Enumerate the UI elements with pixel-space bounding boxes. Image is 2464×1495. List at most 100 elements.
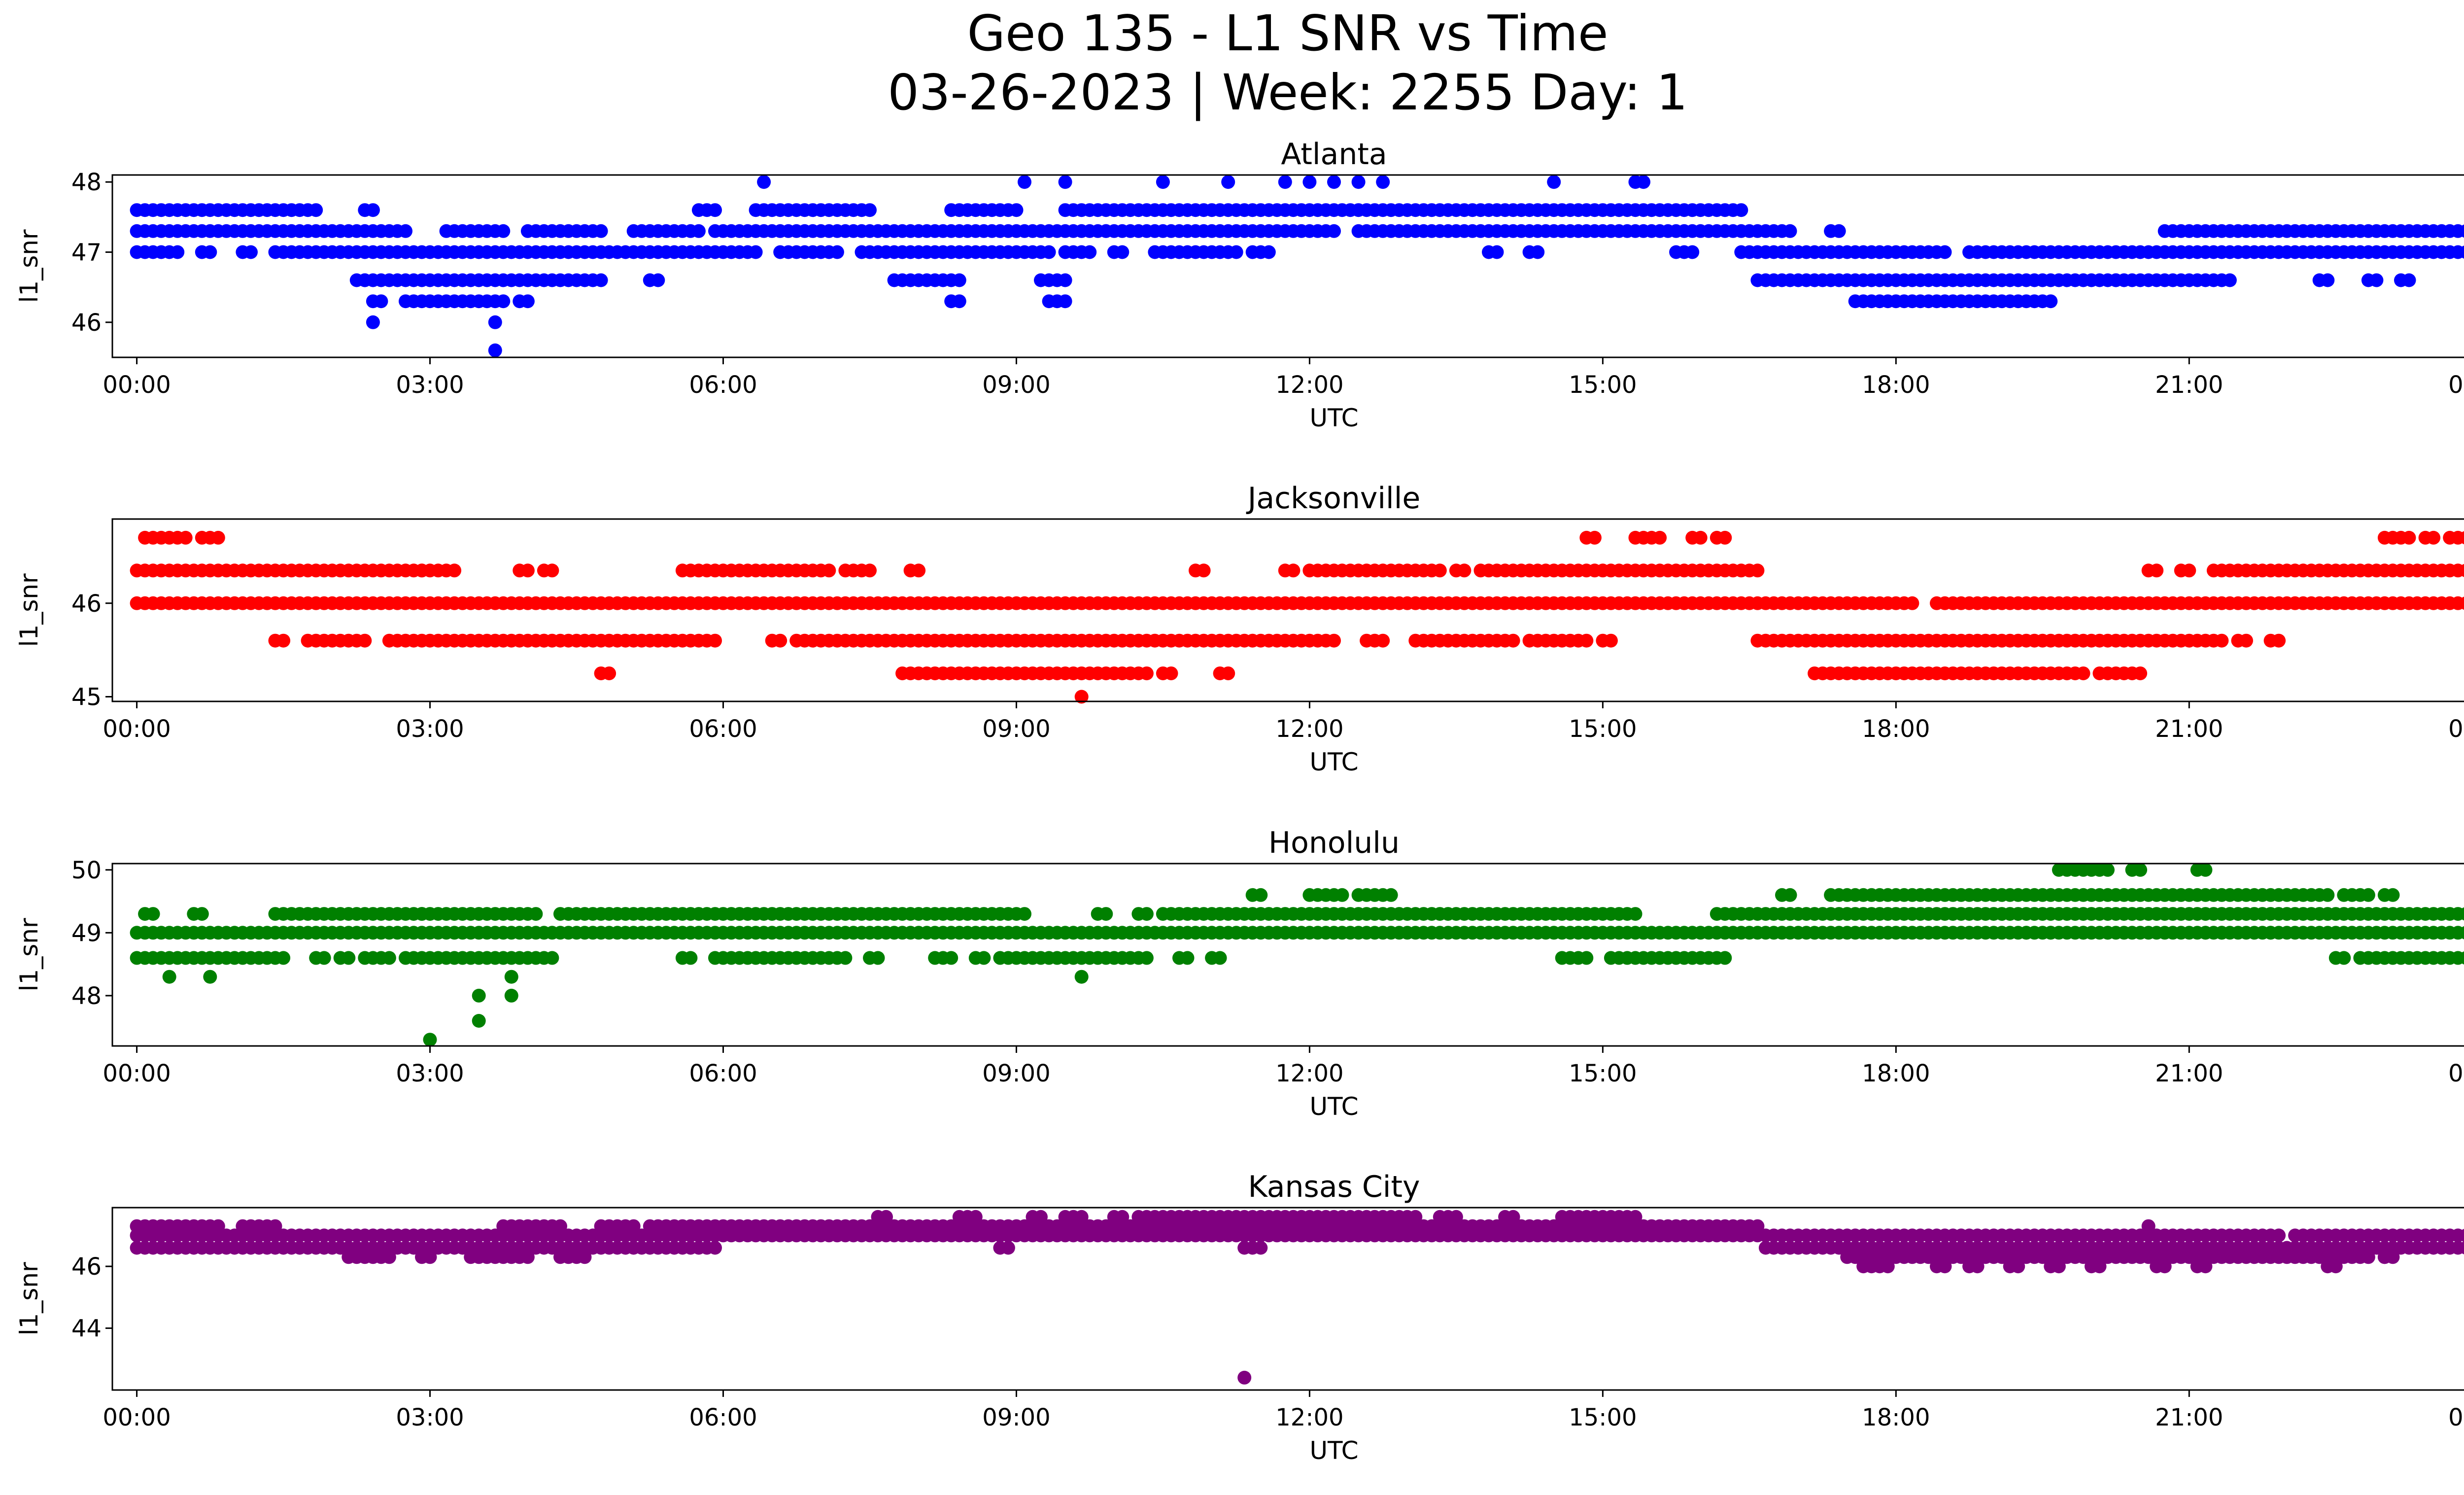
data-point bbox=[1286, 563, 1300, 578]
x-tick-label: 03:00 bbox=[396, 371, 464, 399]
data-point bbox=[203, 245, 217, 259]
data-point bbox=[594, 224, 608, 238]
data-point bbox=[1180, 951, 1195, 965]
data-point bbox=[822, 563, 836, 578]
data-point bbox=[1547, 175, 1561, 189]
data-point bbox=[1783, 888, 1797, 902]
data-points bbox=[130, 863, 2464, 1047]
data-point bbox=[382, 951, 396, 965]
data-point bbox=[1074, 970, 1089, 984]
x-tick-label: 03:00 bbox=[396, 715, 464, 743]
data-point bbox=[2239, 633, 2253, 648]
y-tick-label: 46 bbox=[71, 309, 102, 337]
x-tick-label: 18:00 bbox=[1862, 1060, 1930, 1087]
data-point bbox=[2223, 273, 2237, 287]
data-point bbox=[1490, 245, 1504, 259]
x-tick-label: 00:00 bbox=[2448, 371, 2464, 399]
data-point bbox=[1164, 666, 1178, 681]
data-point bbox=[317, 951, 331, 965]
data-point bbox=[1254, 1241, 1268, 1255]
data-point bbox=[2459, 531, 2464, 545]
data-point bbox=[1327, 633, 1341, 648]
data-point bbox=[2459, 245, 2464, 259]
data-point bbox=[691, 224, 706, 238]
data-point bbox=[423, 1033, 437, 1047]
data-point bbox=[2361, 888, 2375, 902]
data-point bbox=[447, 563, 462, 578]
data-point bbox=[1783, 224, 1797, 238]
data-point bbox=[708, 1241, 722, 1255]
y-tick-label: 47 bbox=[71, 239, 102, 267]
data-point bbox=[423, 1250, 437, 1264]
data-point bbox=[1018, 907, 1031, 921]
data-point bbox=[2133, 863, 2148, 877]
x-tick-label: 21:00 bbox=[2155, 1404, 2223, 1431]
data-point bbox=[545, 951, 559, 965]
data-point bbox=[2427, 530, 2441, 545]
data-point bbox=[1156, 175, 1170, 189]
data-point bbox=[1718, 951, 1732, 965]
x-tick-label: 21:00 bbox=[2155, 371, 2223, 399]
data-point bbox=[2386, 888, 2400, 902]
data-point bbox=[1058, 294, 1072, 309]
data-point bbox=[708, 633, 722, 648]
data-point bbox=[757, 175, 771, 189]
data-points bbox=[130, 175, 2464, 357]
x-tick-label: 12:00 bbox=[1275, 1404, 1343, 1431]
data-point bbox=[1433, 563, 1447, 578]
data-point bbox=[342, 951, 356, 965]
data-point bbox=[2459, 1229, 2464, 1242]
data-point bbox=[1734, 203, 1748, 217]
data-point bbox=[366, 315, 380, 329]
y-axis-label: l1_snr bbox=[15, 229, 43, 303]
data-point bbox=[2133, 666, 2148, 681]
data-point bbox=[358, 633, 372, 648]
subplot-jacksonville: Jacksonville 00:00 03:00 06:00 09:00 12:00 15:… bbox=[15, 481, 2464, 776]
data-point bbox=[1074, 690, 1089, 704]
data-point bbox=[1587, 530, 1602, 545]
x-tick-label: 12:00 bbox=[1275, 1060, 1343, 1087]
data-point bbox=[309, 203, 323, 217]
subplot-honolulu: Honolulu 00:00 03:00 06:00 09:00 12:00 15:00 18… bbox=[15, 826, 2464, 1121]
data-point bbox=[2198, 1259, 2213, 1274]
data-point bbox=[374, 294, 388, 309]
data-point bbox=[773, 633, 787, 648]
x-tick-label: 00:00 bbox=[2448, 1404, 2464, 1431]
y-axis-label: l1_snr bbox=[15, 573, 43, 647]
data-point bbox=[708, 203, 722, 217]
subplot-title: Kansas City bbox=[1248, 1170, 1420, 1204]
data-point bbox=[952, 294, 966, 309]
data-point bbox=[1139, 907, 1154, 921]
x-tick-label: 15:00 bbox=[1569, 1060, 1637, 1087]
data-point bbox=[146, 907, 160, 921]
x-tick-label: 18:00 bbox=[1862, 1404, 1930, 1431]
x-tick-label: 21:00 bbox=[2155, 1060, 2223, 1087]
axes-frame bbox=[111, 1207, 2464, 1391]
data-point bbox=[749, 245, 763, 259]
data-point bbox=[2011, 1259, 2025, 1274]
data-point bbox=[2092, 1259, 2107, 1274]
x-tick-label: 18:00 bbox=[1862, 371, 1930, 399]
data-point bbox=[1213, 951, 1227, 965]
data-points bbox=[130, 1210, 2464, 1385]
y-tick-label: 44 bbox=[71, 1315, 102, 1343]
data-point bbox=[276, 951, 291, 965]
axes-frame bbox=[111, 863, 2464, 1047]
data-point bbox=[838, 951, 853, 965]
data-point bbox=[504, 970, 518, 984]
axes-frame bbox=[111, 518, 2464, 702]
data-point bbox=[2459, 926, 2464, 939]
data-point bbox=[2157, 1259, 2172, 1274]
data-point bbox=[1376, 175, 1390, 189]
data-point bbox=[871, 951, 885, 965]
data-point bbox=[1832, 224, 1846, 238]
data-point bbox=[2044, 926, 2058, 940]
y-axis-label: l1_snr bbox=[15, 918, 43, 991]
data-point bbox=[863, 203, 877, 217]
x-tick-label: 12:00 bbox=[1275, 371, 1343, 399]
data-point bbox=[2141, 1219, 2156, 1233]
data-point bbox=[1693, 530, 1708, 545]
x-tick-label: 15:00 bbox=[1569, 715, 1637, 743]
x-tick-label: 06:00 bbox=[689, 1060, 757, 1087]
